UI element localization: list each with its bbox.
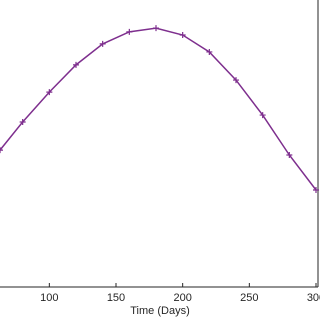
x-tick-label: 100 bbox=[40, 292, 58, 304]
data-point bbox=[259, 112, 266, 119]
x-tick-label: 150 bbox=[107, 292, 125, 304]
data-point bbox=[19, 118, 26, 125]
x-tick-label: 300 bbox=[307, 292, 320, 304]
data-point bbox=[73, 61, 79, 68]
data-point bbox=[0, 147, 3, 154]
data-point bbox=[46, 89, 53, 96]
data-point bbox=[99, 40, 106, 47]
x-tick-label: 250 bbox=[240, 292, 258, 304]
data-point bbox=[286, 151, 293, 158]
data-point bbox=[206, 48, 213, 55]
data-point bbox=[153, 25, 159, 32]
series-line bbox=[0, 27, 317, 191]
x-axis-label: Time (Days) bbox=[130, 305, 189, 317]
data-point bbox=[233, 77, 239, 84]
data-point bbox=[179, 32, 186, 39]
data-point bbox=[313, 186, 319, 193]
x-tick-label: 200 bbox=[173, 292, 191, 304]
data-point bbox=[126, 28, 133, 35]
